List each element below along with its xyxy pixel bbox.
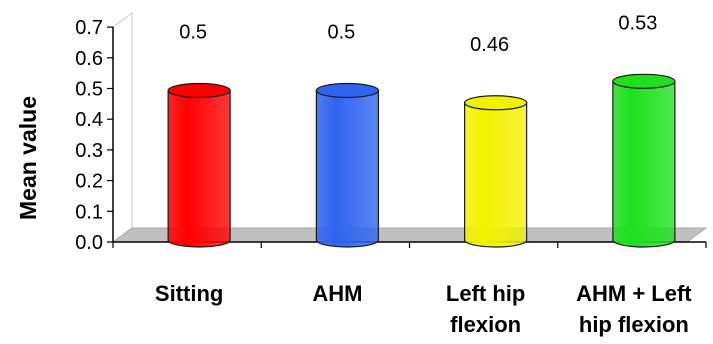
category-label: Left hip flexion [446,281,525,337]
y-tick-label: 0.1 [75,201,103,223]
y-tick-label: 0.3 [75,140,103,162]
y-tick-label: 0.5 [75,79,103,101]
y-tick-label: 0.4 [75,109,103,131]
data-label: 0.46 [470,34,509,56]
bar [315,82,379,248]
category-label: Sitting [155,281,223,306]
bar [464,95,528,248]
y-tick-label: 0.0 [75,232,103,254]
category-label: AHM [312,281,362,306]
data-label: 0.5 [327,22,355,44]
category-label: AHM + Left hip flexion [576,281,692,337]
bar [612,73,676,248]
y-tick-label: 0.6 [75,48,103,70]
y-axis-label: Mean value [15,96,41,220]
data-label: 0.53 [618,12,657,34]
chart-back-wall [112,12,133,243]
y-tick-label: 0.7 [75,17,103,39]
y-tick-label: 0.2 [75,171,103,193]
bar [167,82,231,248]
data-label: 0.5 [179,22,207,44]
